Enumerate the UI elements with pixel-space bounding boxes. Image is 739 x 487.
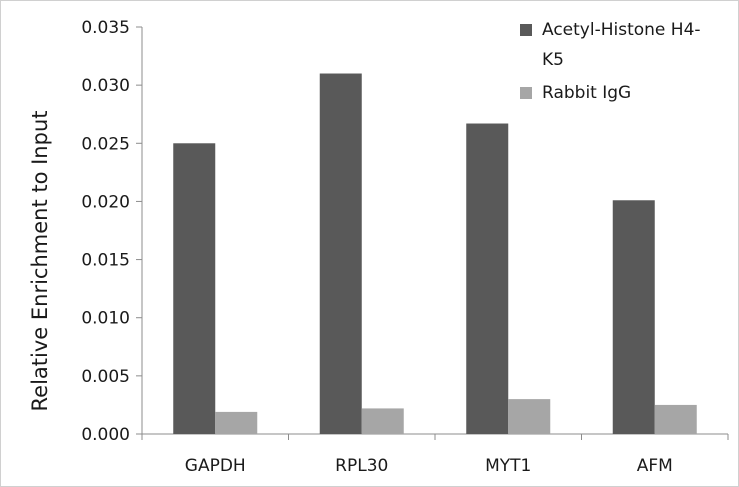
legend-swatch (520, 87, 532, 99)
bar-rabbit-igg (361, 408, 404, 434)
y-tick-label: 0.035 (81, 18, 130, 38)
y-tick-label: 0.015 (81, 251, 130, 271)
y-tick-label: 0.010 (81, 309, 130, 329)
bar-acetyl-histone (173, 143, 216, 435)
x-tick-label: MYT1 (485, 456, 531, 476)
y-tick-label: 0.025 (81, 134, 130, 154)
y-tick-label: 0.030 (81, 76, 130, 96)
bar-acetyl-histone (319, 73, 362, 434)
legend-swatch (520, 24, 532, 36)
legend-label: K5 (542, 50, 564, 70)
y-tick-label: 0.000 (81, 425, 130, 445)
bar-acetyl-histone (612, 200, 655, 434)
legend-label: Rabbit IgG (542, 83, 631, 103)
plot-area: 0.000 0.005 0.010 0.015 0.020 0.025 0.030 0.035… (81, 18, 729, 476)
y-tick-label: 0.005 (81, 367, 130, 387)
x-tick-label: AFM (637, 456, 673, 476)
bar-rabbit-igg (215, 411, 258, 434)
bar-acetyl-histone (466, 123, 509, 434)
bar-rabbit-igg (508, 399, 551, 434)
x-tick-label: RPL30 (335, 456, 388, 476)
bar-rabbit-igg (654, 404, 697, 434)
y-axis-label: Relative Enrichment to Input (28, 111, 52, 412)
x-tick-label: GAPDH (185, 456, 246, 476)
y-tick-label: 0.020 (81, 192, 130, 212)
legend-label: Acetyl-Histone H4- (542, 20, 701, 40)
